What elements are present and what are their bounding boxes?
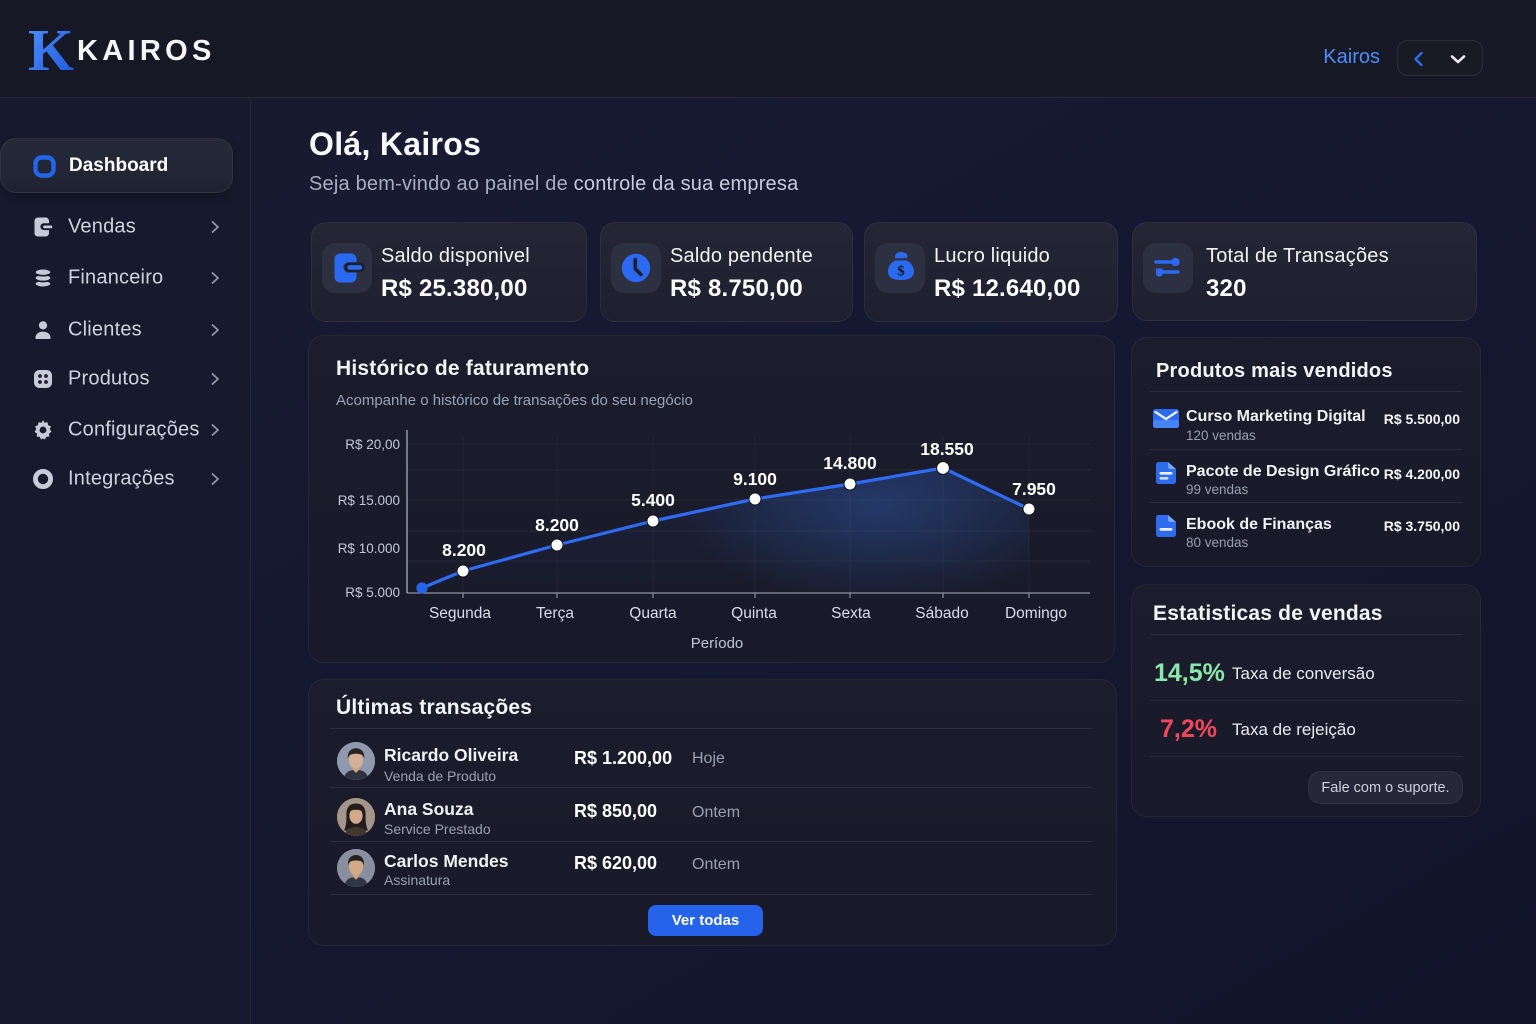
- svg-text:7.950: 7.950: [1012, 479, 1056, 499]
- svg-text:Quarta: Quarta: [629, 605, 677, 622]
- svg-text:Domingo: Domingo: [1005, 605, 1067, 622]
- svg-text:R$ 5.000: R$ 5.000: [345, 585, 400, 600]
- svg-text:Sábado: Sábado: [915, 605, 968, 622]
- svg-text:8.200: 8.200: [535, 515, 579, 535]
- svg-text:$: $: [897, 264, 905, 280]
- svg-text:5.400: 5.400: [631, 490, 675, 510]
- svg-text:R$ 20,00: R$ 20,00: [345, 437, 400, 452]
- svg-text:R$ 15.000: R$ 15.000: [338, 493, 400, 508]
- svg-text:9.100: 9.100: [733, 469, 777, 489]
- svg-text:R$ 10.000: R$ 10.000: [338, 541, 400, 556]
- svg-text:Período: Período: [691, 635, 744, 652]
- svg-text:18.550: 18.550: [920, 439, 974, 459]
- svg-text:14.800: 14.800: [823, 453, 877, 473]
- svg-text:K: K: [28, 18, 74, 80]
- svg-text:Terça: Terça: [536, 605, 574, 622]
- svg-text:Sexta: Sexta: [831, 605, 871, 622]
- svg-text:Quinta: Quinta: [731, 605, 777, 622]
- svg-text:8.200: 8.200: [442, 540, 486, 560]
- svg-text:Segunda: Segunda: [429, 605, 491, 622]
